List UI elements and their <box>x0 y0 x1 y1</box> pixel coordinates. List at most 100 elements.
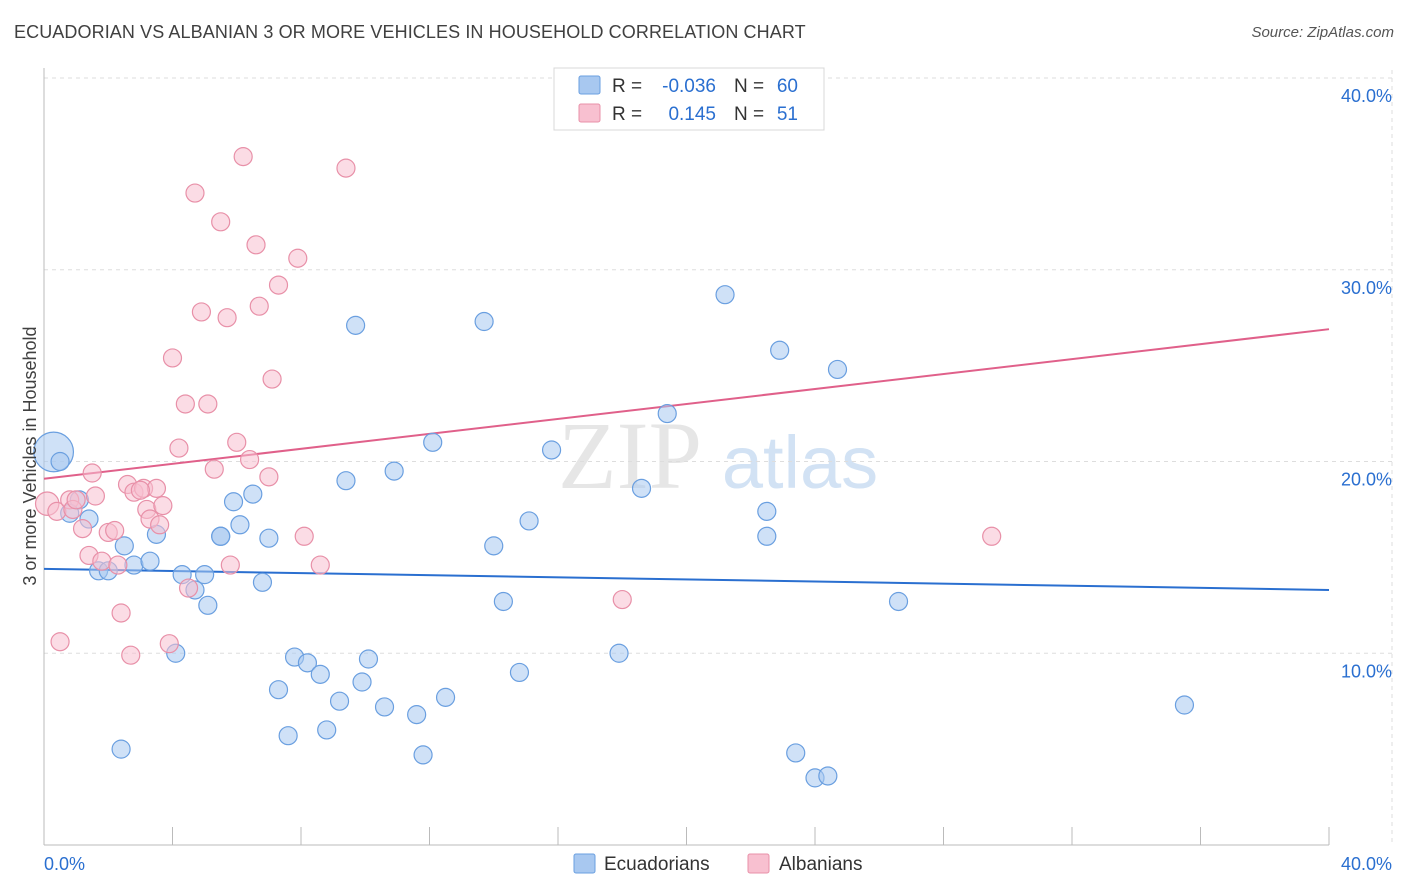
ecuadorian-point <box>111 739 131 759</box>
y-tick-label: 40.0% <box>1341 86 1392 106</box>
ecuadorian-point <box>519 511 539 531</box>
ecuadorian-point <box>786 743 806 763</box>
ecuadorian-point <box>888 591 909 612</box>
y-axis-title: 3 or more Vehicles in Household <box>20 326 40 585</box>
ecuadorian-point <box>230 515 250 535</box>
ecuadorian-point <box>757 501 777 521</box>
legend-r-value: 0.145 <box>668 104 716 125</box>
watermark-atlas: atlas <box>722 421 878 504</box>
albanian-point <box>153 496 173 516</box>
albanian-point <box>175 394 195 414</box>
legend-r-label: R = <box>612 104 642 125</box>
legend: R = -0.036 N = 60 R = 0.145 N = 51 <box>553 67 825 131</box>
ecuadorian-point <box>358 649 379 669</box>
ecuadorian-point <box>50 451 70 472</box>
x-tick-label-max: 40.0% <box>1341 854 1392 874</box>
ecuadorian-point <box>252 572 273 592</box>
albanian-point <box>130 480 150 500</box>
albanian-point <box>185 183 205 203</box>
albanian-point <box>268 275 289 295</box>
albanian-point <box>169 438 189 458</box>
albanian-point <box>66 490 86 510</box>
albanian-trend-line <box>43 328 1330 480</box>
ecuadorian-point <box>195 565 215 585</box>
ecuadorian-point <box>631 478 652 498</box>
legend-n-label: N = <box>734 76 764 97</box>
albanian-point <box>240 449 260 470</box>
ecuadorian-point <box>757 526 777 546</box>
ecuadorian-point <box>211 526 231 546</box>
albanian-point <box>85 486 106 506</box>
albanian-point <box>162 348 183 368</box>
albanian-point <box>82 463 102 483</box>
ecuadorian-point <box>114 536 134 556</box>
bottom-legend-swatch-albanians <box>747 853 770 874</box>
ecuadorian-point <box>770 340 790 360</box>
ecuadorian-point <box>329 691 350 711</box>
ecuadorian-point <box>484 536 504 556</box>
albanian-point <box>246 235 266 255</box>
albanian-point <box>262 369 282 389</box>
albanian-point <box>233 147 253 167</box>
ecuadorian-point <box>374 697 395 717</box>
albanian-point <box>982 526 1002 546</box>
ecuadorian-point <box>715 285 735 305</box>
ecuadorian-point <box>827 359 848 380</box>
ecuadorian-point <box>198 595 218 615</box>
ecuadorian-point <box>407 705 427 725</box>
ecuadorian-point <box>140 551 160 571</box>
ecuadorian-point <box>423 432 443 452</box>
legend-n-value: 51 <box>777 104 798 125</box>
ecuadorian-point <box>124 555 144 575</box>
albanian-point <box>72 519 93 539</box>
ecuadorian-point <box>317 720 337 740</box>
ecuadorian-point <box>609 643 629 663</box>
albanian-point <box>227 432 247 452</box>
albanian-point <box>191 302 212 322</box>
albanian-point <box>204 459 224 479</box>
ecuadorian-point <box>1174 695 1195 715</box>
albanian-point <box>105 520 125 541</box>
ecuadorian-point <box>509 662 530 683</box>
albanian-point <box>150 515 170 535</box>
ecuadorian-point <box>336 471 356 491</box>
albanian-point <box>217 308 237 328</box>
albanian-point <box>612 589 632 610</box>
grid-layer: 10.0% 20.0% 30.0% 40.0% <box>44 70 1393 845</box>
albanian-point <box>288 248 308 268</box>
albanian-point <box>249 296 269 316</box>
ecuadorian-point <box>346 315 366 335</box>
albanian-point <box>336 158 356 178</box>
ecuadorian-point <box>352 672 372 692</box>
albanian-point <box>111 603 131 623</box>
legend-swatch-albanians <box>578 103 601 123</box>
ecuadorian-point <box>223 492 244 512</box>
ecuadorian-point <box>818 766 838 786</box>
ecuadorian-point <box>310 664 330 684</box>
ecuadorian-point <box>297 653 318 673</box>
albanian-point <box>198 394 218 414</box>
bottom-legend-label-albanians: Albanians <box>779 854 862 875</box>
y-tick-label: 20.0% <box>1341 470 1392 490</box>
albanian-point <box>159 634 179 654</box>
albanian-point <box>310 555 330 575</box>
albanian-point <box>108 555 128 575</box>
ecuadorian-point <box>278 726 298 746</box>
x-tick-label-min: 0.0% <box>44 854 85 874</box>
ecuadorian-point <box>413 745 433 765</box>
chart-title: ECUADORIAN VS ALBANIAN 3 OR MORE VEHICLE… <box>14 22 806 42</box>
y-tick-label: 30.0% <box>1341 278 1392 298</box>
albanian-point <box>50 632 70 652</box>
albanian-point <box>259 467 279 487</box>
legend-n-value: 60 <box>777 76 798 97</box>
points-layer <box>33 147 1195 788</box>
ecuadorian-point <box>657 403 677 424</box>
ecuadorian-trend-line <box>43 567 1330 591</box>
legend-r-value: -0.036 <box>662 76 716 97</box>
ecuadorian-point <box>259 528 279 548</box>
ecuadorian-point <box>268 680 289 700</box>
chart-source: Source: ZipAtlas.com <box>1251 24 1394 41</box>
bottom-legend-label-ecuadorians: Ecuadorians <box>604 854 710 875</box>
legend-n-label: N = <box>734 104 764 125</box>
